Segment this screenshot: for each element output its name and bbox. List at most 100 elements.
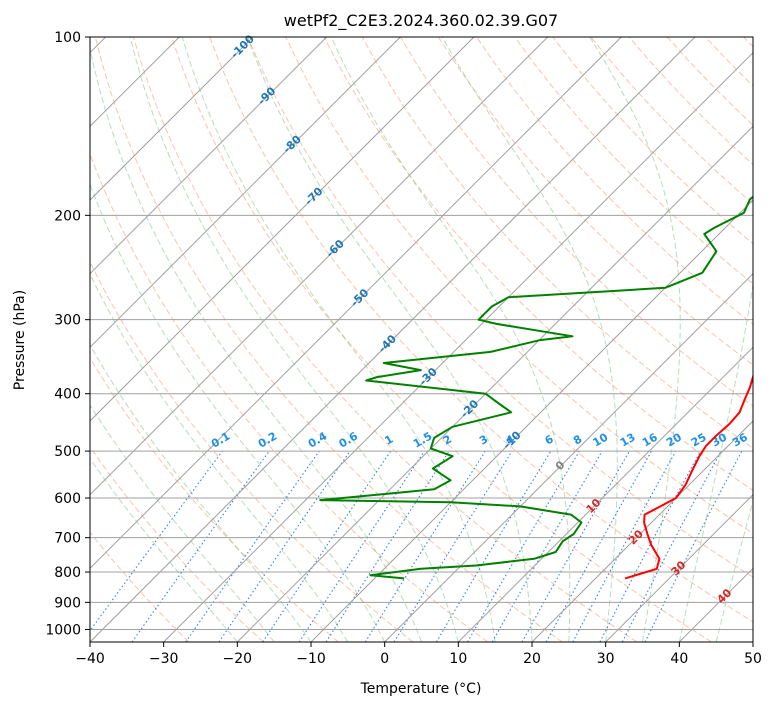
x-tick-label: 20: [523, 651, 541, 667]
isotherm-line: [90, 37, 622, 570]
moist-adiabat: [715, 499, 753, 642]
dry-adiabat: [90, 531, 190, 642]
dry-adiabat: [514, 37, 753, 285]
dewpoint-profile-line: [319, 195, 753, 580]
x-axis-ticks: −40 −30 −20 −10 0 10 20 30 40 50: [75, 642, 762, 667]
mixing-ratio-label: 1: [382, 433, 395, 448]
mixing-ratio-line: [185, 450, 320, 642]
y-tick-label: 500: [54, 444, 81, 460]
dry-adiabat: [399, 37, 753, 407]
moist-adiabat: [330, 37, 571, 642]
isotherm-line: [384, 272, 753, 642]
isotherm-label: -50: [348, 286, 371, 309]
y-tick-label: 100: [54, 30, 81, 46]
dry-adiabat: [90, 356, 339, 642]
dry-adiabat: [209, 37, 753, 623]
isotherm-line: [90, 37, 475, 422]
moist-adiabat: [90, 343, 312, 642]
mixing-ratio-line: [262, 450, 392, 642]
moist-adiabat: [678, 281, 753, 642]
x-tick-label: −10: [296, 651, 326, 667]
mixing-ratio-line: [325, 450, 450, 642]
x-tick-label: 10: [449, 651, 467, 667]
mixing-ratio-line: [644, 450, 743, 642]
dry-adiabat: [247, 37, 753, 578]
moist-adiabat: [90, 182, 386, 642]
x-tick-label: 50: [744, 651, 762, 667]
mixing-ratio-label: 0.2: [256, 430, 279, 451]
dry-adiabat: [590, 37, 753, 205]
dry-adiabat: [285, 37, 753, 535]
mixing-ratio-label: 0.6: [337, 429, 361, 450]
moist-adiabat: [90, 272, 349, 642]
isotherm-line: [90, 37, 328, 275]
dry-adiabat: [437, 37, 753, 366]
moist-adiabat: [441, 37, 618, 642]
y-tick-label: 900: [54, 595, 81, 611]
mixing-ratio-line: [393, 450, 513, 642]
dry-adiabat: [704, 37, 753, 87]
mixing-ratio-label: 16: [640, 430, 660, 449]
x-tick-label: −20: [223, 651, 253, 667]
mixing-ratio-line: [90, 450, 223, 632]
plot-frame: [89, 36, 754, 643]
isotherm-line: [678, 567, 753, 642]
y-tick-label: 700: [54, 531, 81, 547]
dry-adiabat: [666, 37, 753, 126]
isotherm-line: [605, 493, 753, 642]
dry-adiabat: [94, 37, 563, 642]
y-tick-label: 1000: [45, 622, 81, 638]
isotherm-label: 10: [584, 496, 604, 516]
mixing-ratio-labels: 0.1 0.2 0.4 0.6 1 1.5 2 3 4 6 8 10 13 16 20 25 30 36: [209, 429, 750, 450]
x-tick-label: 0: [380, 651, 389, 667]
x-axis-label: Temperature (°C): [360, 681, 482, 697]
dry-adiabat: [361, 37, 753, 449]
isotherm-line: [752, 641, 753, 642]
isotherm-line: [457, 346, 753, 642]
x-tick-label: −40: [75, 651, 105, 667]
mixing-ratio-label: 8: [571, 433, 584, 448]
dry-adiabat: [90, 260, 414, 642]
x-tick-label: −30: [149, 651, 179, 667]
moist-adiabat: [129, 37, 459, 642]
mixing-ratio-label: 36: [730, 430, 750, 449]
mixing-ratio-line: [435, 450, 552, 642]
mixing-ratio-line: [545, 450, 653, 642]
dry-adiabat: [552, 37, 753, 245]
y-tick-label: 200: [54, 208, 81, 224]
y-axis-label: Pressure (hPa): [12, 290, 28, 390]
moist-adiabat: [589, 37, 681, 642]
y-tick-label: 300: [54, 313, 81, 329]
dry-adiabat: [132, 37, 638, 642]
mixing-ratio-line: [298, 450, 425, 642]
series-lines: [319, 195, 753, 580]
dry-adiabat: [171, 37, 712, 642]
mixing-ratio-line: [521, 450, 630, 642]
y-tick-label: 400: [54, 387, 81, 403]
isotherm-line: [90, 37, 401, 349]
mixing-ratio-label: 0.4: [306, 429, 330, 450]
mixing-ratio-label: 0.1: [209, 430, 232, 451]
isotherm-line: [90, 37, 254, 201]
moist-adiabat: [90, 404, 275, 642]
isotherm-line: [90, 37, 696, 642]
chart-title: wetPf2_C2E3.2024.360.02.39.G07: [284, 11, 558, 31]
background-reference-lines: [90, 37, 753, 642]
isotherm-line: [531, 420, 753, 642]
isotherm-line: [163, 51, 753, 642]
mixing-ratio-line: [131, 450, 270, 642]
mixing-ratio-line: [467, 450, 580, 642]
dry-adiabat: [90, 152, 488, 642]
y-tick-label: 800: [54, 565, 81, 581]
y-axis-ticks: 100 200 300 400 500 600 700 800 900 1000: [45, 30, 90, 638]
x-tick-label: 30: [597, 651, 615, 667]
moist-adiabat: [181, 37, 496, 642]
dry-adiabat: [476, 37, 753, 325]
mixing-ratio-label: 13: [618, 431, 638, 450]
moist-adiabat: [246, 37, 533, 642]
moist-adiabat: [90, 45, 422, 642]
isotherm-line: [90, 37, 549, 496]
dry-adiabat: [743, 37, 753, 48]
y-tick-label: 600: [54, 491, 81, 507]
